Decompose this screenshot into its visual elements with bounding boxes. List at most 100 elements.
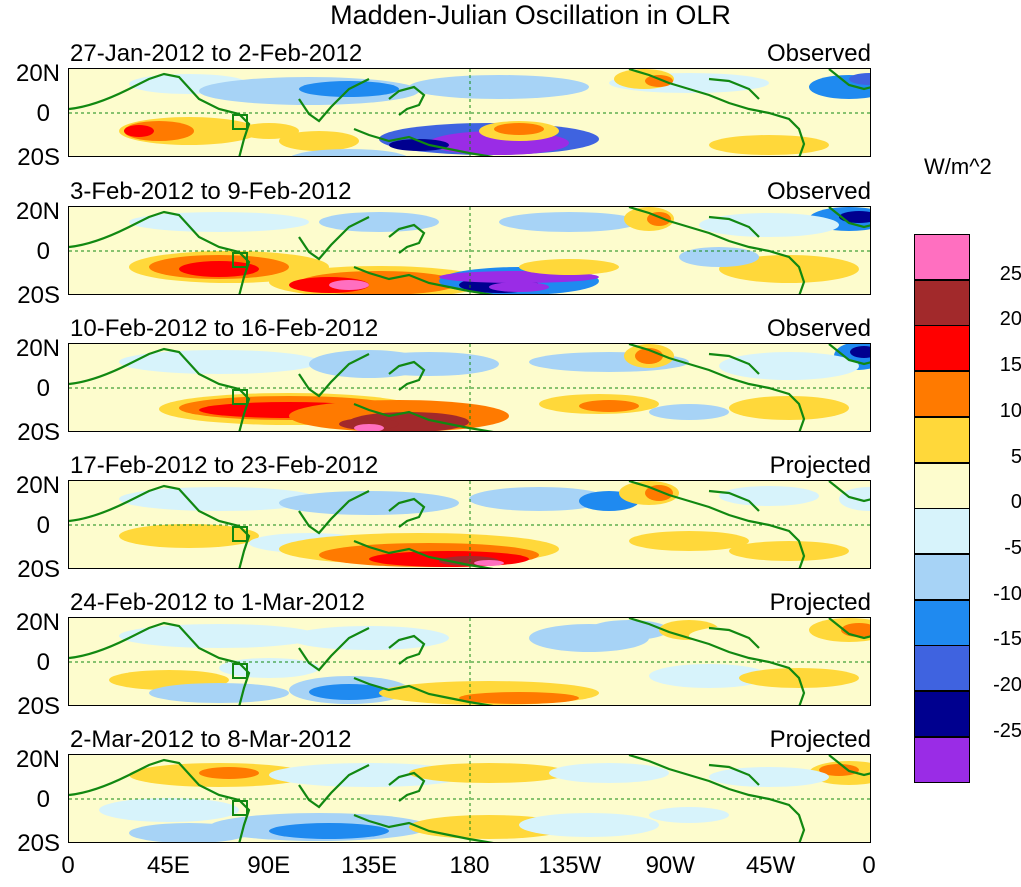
olr-anomaly-contour: [119, 524, 259, 548]
coastline: [708, 77, 760, 100]
coastline: [828, 207, 870, 229]
olr-map-panel: [68, 754, 871, 843]
coastline: [353, 127, 494, 156]
coastline: [708, 763, 760, 786]
coastline: [298, 216, 370, 261]
olr-anomaly-contour: [289, 626, 449, 650]
longitude-label: 0: [862, 852, 876, 879]
panel-date-range: 10-Feb-2012 to 16-Feb-2012: [70, 315, 379, 342]
coastline: [388, 634, 426, 665]
latitude-label: 20S: [17, 830, 60, 857]
olr-anomaly-contour: [99, 798, 239, 822]
olr-anomaly-contour: [649, 404, 729, 420]
olr-anomaly-contour: [689, 811, 849, 835]
olr-anomaly-contour: [645, 75, 673, 87]
coastline: [708, 626, 760, 649]
coastline: [353, 676, 494, 705]
olr-anomaly-contour: [849, 73, 870, 85]
olr-anomaly-contour: [129, 212, 309, 232]
olr-anomaly-contour: [129, 823, 249, 842]
olr-anomaly-contour: [124, 125, 154, 137]
panel-status: Projected: [769, 726, 871, 753]
latitude-label: 0: [36, 649, 50, 676]
legend-tick-label: -20: [993, 674, 1021, 696]
olr-anomaly-contour: [291, 149, 407, 156]
olr-anomaly-contour: [519, 813, 659, 837]
coastline: [69, 621, 251, 705]
olr-anomaly-contour: [519, 259, 619, 275]
olr-map-panel: [68, 617, 871, 706]
coastline: [708, 489, 760, 512]
olr-anomaly-contour: [469, 487, 609, 511]
coastline: [69, 347, 251, 431]
legend-tick-label: -25: [993, 719, 1021, 742]
legend-swatch: [914, 416, 970, 463]
olr-anomaly-contour: [709, 135, 829, 155]
legend-swatch: [914, 279, 970, 326]
olr-anomaly-contour: [459, 692, 579, 704]
coastline: [298, 490, 370, 535]
olr-anomaly-contour: [239, 123, 299, 139]
panel-date-range: 24-Feb-2012 to 1-Mar-2012: [70, 589, 365, 616]
coastline: [388, 360, 426, 391]
coastline: [828, 344, 870, 366]
olr-anomaly-contour: [679, 247, 759, 267]
olr-anomaly-contour: [269, 823, 389, 839]
latitude-label: 20N: [15, 746, 60, 773]
olr-anomaly-contour: [850, 346, 870, 358]
olr-anomaly-contour: [279, 491, 459, 515]
panel-status: Observed: [766, 315, 871, 342]
olr-anomaly-contour: [119, 487, 319, 511]
coastline: [628, 481, 806, 568]
coastline: [628, 618, 806, 705]
longitude-label: 135W: [538, 852, 602, 879]
legend-tick-label: -5: [1004, 536, 1021, 559]
coastline: [628, 755, 806, 842]
panel-status: Observed: [766, 40, 871, 67]
panel-status: Projected: [769, 589, 871, 616]
olr-anomaly-contour: [149, 683, 289, 703]
panel-status: Projected: [769, 452, 871, 479]
olr-anomaly-contour: [699, 213, 839, 237]
latitude-label: 0: [36, 512, 50, 539]
longitude-label: 135E: [341, 852, 398, 879]
olr-anomaly-contour: [579, 400, 639, 412]
coastline: [298, 627, 370, 672]
coastline: [388, 85, 426, 116]
coastline: [298, 764, 370, 809]
panel-date-range: 17-Feb-2012 to 23-Feb-2012: [70, 452, 379, 479]
longitude-label: 90E: [247, 852, 291, 879]
latitude-label: 20N: [15, 198, 60, 225]
olr-anomaly-contour: [649, 807, 729, 823]
latitude-label: 20N: [15, 472, 60, 499]
coastline: [388, 497, 426, 528]
latitude-label: 20N: [15, 335, 60, 362]
index-region-box: [232, 114, 248, 130]
olr-anomaly-contour: [389, 139, 449, 151]
latitude-label: 20S: [17, 282, 60, 309]
olr-anomaly-contour: [499, 212, 639, 232]
olr-anomaly-contour: [629, 531, 749, 551]
coastline: [298, 78, 370, 123]
olr-anomaly-contour: [279, 131, 359, 151]
longitude-label: 45W: [745, 852, 796, 879]
coastline: [828, 755, 870, 777]
olr-anomaly-contour: [309, 684, 389, 700]
coastline: [69, 72, 251, 156]
coastline: [353, 402, 494, 431]
legend-swatch: [914, 691, 970, 737]
olr-anomaly-contour: [329, 280, 369, 290]
coastline: [628, 344, 806, 431]
index-region-box: [232, 800, 248, 816]
olr-anomaly-contour: [199, 767, 259, 779]
legend-swatch: [914, 371, 970, 418]
panel-date-range: 3-Feb-2012 to 9-Feb-2012: [70, 178, 352, 205]
coastline: [828, 481, 870, 503]
latitude-label: 0: [36, 375, 50, 402]
legend-tick-label: 15: [999, 354, 1021, 377]
latitude-label: 0: [36, 786, 50, 813]
longitude-label: 180: [449, 852, 490, 879]
legend-swatch: [914, 553, 970, 600]
latitude-label: 20S: [17, 419, 60, 446]
coastline: [353, 539, 494, 568]
